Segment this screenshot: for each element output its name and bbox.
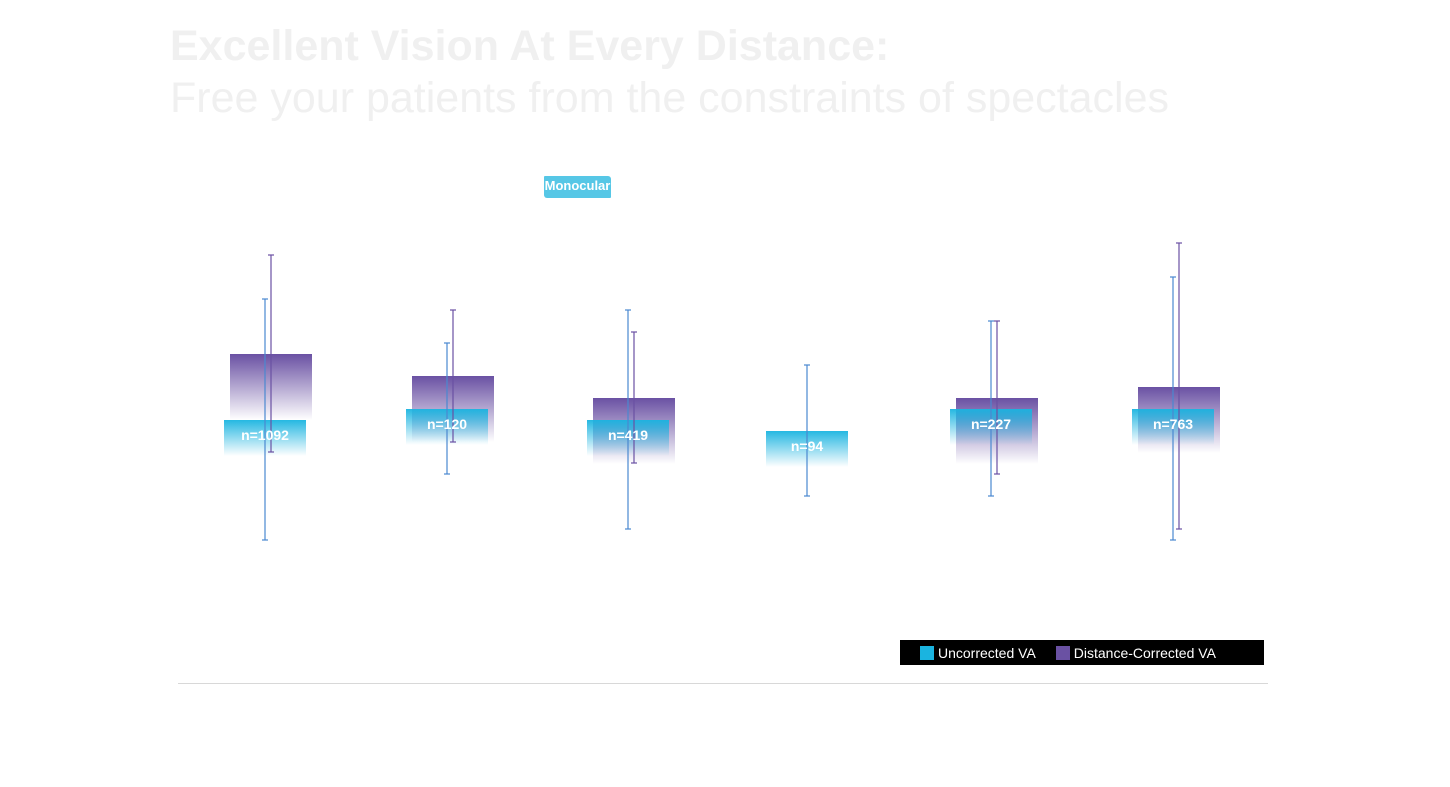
category-label: n=1092 xyxy=(241,427,289,443)
legend-label-uncorrected: Uncorrected VA xyxy=(938,644,1036,661)
distance-corrected-error-bar xyxy=(450,309,456,443)
category-label: n=227 xyxy=(971,416,1011,432)
uncorrected-error-bar xyxy=(444,342,450,475)
legend-swatch-distance-corrected xyxy=(1055,645,1070,660)
monocular-badge: Monocular xyxy=(544,176,611,198)
uncorrected-error-bar xyxy=(804,364,810,497)
page-title: Excellent Vision At Every Distance: Free… xyxy=(170,20,1169,124)
uncorrected-error-bar xyxy=(988,320,994,497)
category-label: n=120 xyxy=(427,416,467,432)
uncorrected-error-bar xyxy=(625,309,631,530)
uncorrected-error-bar xyxy=(262,298,268,541)
legend-item-distance-corrected: Distance-Corrected VA xyxy=(1055,644,1216,661)
legend-item-uncorrected: Uncorrected VA xyxy=(920,645,1036,661)
title-line-1: Excellent Vision At Every Distance: xyxy=(170,22,890,70)
category-label: n=763 xyxy=(1153,416,1193,432)
uncorrected-error-bar xyxy=(1170,276,1176,541)
legend-swatch-uncorrected xyxy=(920,645,934,660)
divider xyxy=(178,683,1268,684)
distance-corrected-error-bar xyxy=(631,331,637,464)
distance-corrected-error-bar xyxy=(1176,242,1182,530)
distance-corrected-error-bar xyxy=(994,320,1000,475)
category-label: n=94 xyxy=(791,438,824,454)
category-label: n=419 xyxy=(608,427,648,443)
chart-legend: Uncorrected VA Distance-Corrected VA xyxy=(900,640,1264,665)
title-line-2: Free your patients from the constraints … xyxy=(170,74,1170,122)
distance-corrected-error-bar xyxy=(268,254,274,453)
legend-label-distance-corrected: Distance-Corrected VA xyxy=(1073,644,1216,661)
